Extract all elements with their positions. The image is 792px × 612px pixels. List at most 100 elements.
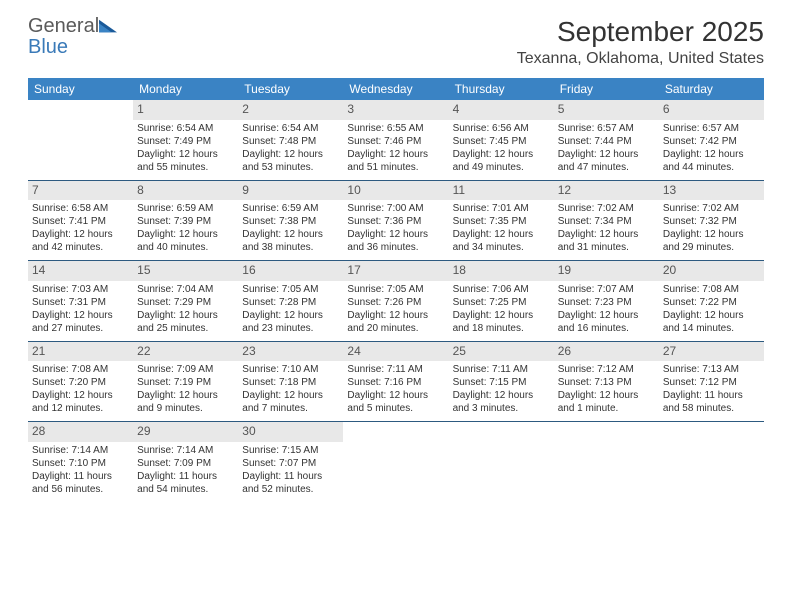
day-header-fri: Friday <box>554 78 659 100</box>
daylight-text: Daylight: 12 hours and 40 minutes. <box>137 228 234 254</box>
daylight-text: Daylight: 12 hours and 3 minutes. <box>453 389 550 415</box>
calendar-cell: 17Sunrise: 7:05 AMSunset: 7:26 PMDayligh… <box>343 261 448 341</box>
daylight-text: Daylight: 12 hours and 5 minutes. <box>347 389 444 415</box>
daylight-text: Daylight: 12 hours and 34 minutes. <box>453 228 550 254</box>
sunrise-text: Sunrise: 7:12 AM <box>558 363 655 376</box>
sunset-text: Sunset: 7:42 PM <box>663 135 760 148</box>
calendar-cell: 30Sunrise: 7:15 AMSunset: 7:07 PMDayligh… <box>238 422 343 502</box>
calendar-cell: 4Sunrise: 6:56 AMSunset: 7:45 PMDaylight… <box>449 100 554 180</box>
calendar-cell: 22Sunrise: 7:09 AMSunset: 7:19 PMDayligh… <box>133 342 238 422</box>
daylight-text: Daylight: 11 hours and 52 minutes. <box>242 470 339 496</box>
sunrise-text: Sunrise: 7:01 AM <box>453 202 550 215</box>
daylight-text: Daylight: 12 hours and 18 minutes. <box>453 309 550 335</box>
day-number: 21 <box>28 342 133 362</box>
day-number: 14 <box>28 261 133 281</box>
daylight-text: Daylight: 12 hours and 23 minutes. <box>242 309 339 335</box>
sunrise-text: Sunrise: 7:07 AM <box>558 283 655 296</box>
daylight-text: Daylight: 12 hours and 25 minutes. <box>137 309 234 335</box>
day-number: 30 <box>238 422 343 442</box>
sunrise-text: Sunrise: 7:14 AM <box>137 444 234 457</box>
sunset-text: Sunset: 7:13 PM <box>558 376 655 389</box>
day-number: 5 <box>554 100 659 120</box>
location: Texanna, Oklahoma, United States <box>517 50 764 68</box>
day-header-tue: Tuesday <box>238 78 343 100</box>
day-header-mon: Monday <box>133 78 238 100</box>
sunrise-text: Sunrise: 6:57 AM <box>558 122 655 135</box>
day-header-thu: Thursday <box>449 78 554 100</box>
calendar-cell: 3Sunrise: 6:55 AMSunset: 7:46 PMDaylight… <box>343 100 448 180</box>
sunset-text: Sunset: 7:36 PM <box>347 215 444 228</box>
title-block: September 2025 Texanna, Oklahoma, United… <box>517 16 764 68</box>
calendar-cell: 18Sunrise: 7:06 AMSunset: 7:25 PMDayligh… <box>449 261 554 341</box>
calendar-cell: 23Sunrise: 7:10 AMSunset: 7:18 PMDayligh… <box>238 342 343 422</box>
day-number: 6 <box>659 100 764 120</box>
sunset-text: Sunset: 7:18 PM <box>242 376 339 389</box>
sunrise-text: Sunrise: 6:54 AM <box>137 122 234 135</box>
calendar-cell: 5Sunrise: 6:57 AMSunset: 7:44 PMDaylight… <box>554 100 659 180</box>
day-header-wed: Wednesday <box>343 78 448 100</box>
week-row: 28Sunrise: 7:14 AMSunset: 7:10 PMDayligh… <box>28 422 764 502</box>
sunset-text: Sunset: 7:48 PM <box>242 135 339 148</box>
sunrise-text: Sunrise: 7:00 AM <box>347 202 444 215</box>
daylight-text: Daylight: 12 hours and 53 minutes. <box>242 148 339 174</box>
calendar-cell: 9Sunrise: 6:59 AMSunset: 7:38 PMDaylight… <box>238 181 343 261</box>
calendar-cell: 6Sunrise: 6:57 AMSunset: 7:42 PMDaylight… <box>659 100 764 180</box>
header: General Blue September 2025 Texanna, Okl… <box>28 16 764 68</box>
calendar-cell: 13Sunrise: 7:02 AMSunset: 7:32 PMDayligh… <box>659 181 764 261</box>
calendar-cell: 7Sunrise: 6:58 AMSunset: 7:41 PMDaylight… <box>28 181 133 261</box>
calendar-cell: 26Sunrise: 7:12 AMSunset: 7:13 PMDayligh… <box>554 342 659 422</box>
day-number: 24 <box>343 342 448 362</box>
daylight-text: Daylight: 12 hours and 29 minutes. <box>663 228 760 254</box>
sunset-text: Sunset: 7:45 PM <box>453 135 550 148</box>
calendar-cell <box>28 100 133 180</box>
calendar-cell: 20Sunrise: 7:08 AMSunset: 7:22 PMDayligh… <box>659 261 764 341</box>
sunrise-text: Sunrise: 7:14 AM <box>32 444 129 457</box>
sunset-text: Sunset: 7:38 PM <box>242 215 339 228</box>
calendar-cell: 8Sunrise: 6:59 AMSunset: 7:39 PMDaylight… <box>133 181 238 261</box>
day-number: 19 <box>554 261 659 281</box>
daylight-text: Daylight: 12 hours and 42 minutes. <box>32 228 129 254</box>
week-row: 1 Sunrise: 6:54 AMSunset: 7:49 PM Daylight… <box>28 100 764 181</box>
sunrise-text: Sunrise: 7:02 AM <box>663 202 760 215</box>
daylight-text: Daylight: 12 hours and 49 minutes. <box>453 148 550 174</box>
month-title: September 2025 <box>517 16 764 48</box>
day-number: 7 <box>28 181 133 201</box>
daylight-text: Daylight: 12 hours and 12 minutes. <box>32 389 129 415</box>
sunrise-text: Sunrise: 7:06 AM <box>453 283 550 296</box>
calendar-cell: 25Sunrise: 7:11 AMSunset: 7:15 PMDayligh… <box>449 342 554 422</box>
daylight-text: Daylight: 12 hours and 20 minutes. <box>347 309 444 335</box>
sunrise-text: Sunrise: 7:05 AM <box>242 283 339 296</box>
calendar: Sunday Monday Tuesday Wednesday Thursday… <box>28 78 764 502</box>
week-row: 14Sunrise: 7:03 AMSunset: 7:31 PMDayligh… <box>28 261 764 342</box>
daylight-text: Daylight: 12 hours and 47 minutes. <box>558 148 655 174</box>
daylight-text: Daylight: 11 hours and 58 minutes. <box>663 389 760 415</box>
logo-text: General Blue <box>28 16 99 58</box>
sunset-text: Sunset: 7:32 PM <box>663 215 760 228</box>
sunset-text: Sunset: 7:19 PM <box>137 376 234 389</box>
sunset-text: Sunset: 7:49 PM <box>137 135 234 148</box>
sunset-text: Sunset: 7:16 PM <box>347 376 444 389</box>
day-number: 11 <box>449 181 554 201</box>
day-number: 12 <box>554 181 659 201</box>
sunset-text: Sunset: 7:26 PM <box>347 296 444 309</box>
sunset-text: Sunset: 7:20 PM <box>32 376 129 389</box>
week-row: 21Sunrise: 7:08 AMSunset: 7:20 PMDayligh… <box>28 342 764 423</box>
sunrise-text: Sunrise: 7:08 AM <box>663 283 760 296</box>
sunrise-text: Sunrise: 6:56 AM <box>453 122 550 135</box>
sunrise-text: Sunrise: 7:15 AM <box>242 444 339 457</box>
day-number: 15 <box>133 261 238 281</box>
sunrise-text: Sunrise: 7:11 AM <box>453 363 550 376</box>
day-number: 22 <box>133 342 238 362</box>
calendar-cell: 14Sunrise: 7:03 AMSunset: 7:31 PMDayligh… <box>28 261 133 341</box>
day-number: 1 <box>133 100 238 120</box>
calendar-cell <box>659 422 764 502</box>
sunrise-text: Sunrise: 6:55 AM <box>347 122 444 135</box>
daylight-text: Daylight: 12 hours and 14 minutes. <box>663 309 760 335</box>
calendar-cell: 29Sunrise: 7:14 AMSunset: 7:09 PMDayligh… <box>133 422 238 502</box>
day-number: 9 <box>238 181 343 201</box>
daylight-text: Daylight: 12 hours and 1 minute. <box>558 389 655 415</box>
sunset-text: Sunset: 7:31 PM <box>32 296 129 309</box>
sunset-text: Sunset: 7:15 PM <box>453 376 550 389</box>
day-number: 16 <box>238 261 343 281</box>
sunset-text: Sunset: 7:12 PM <box>663 376 760 389</box>
